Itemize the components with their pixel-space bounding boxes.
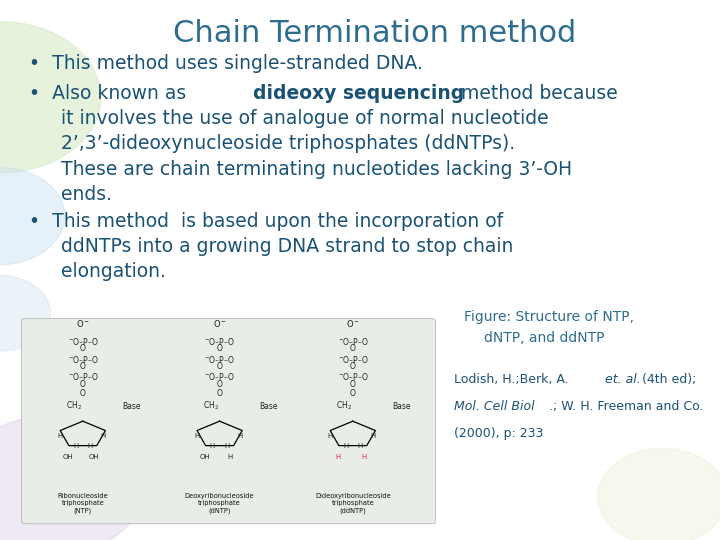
Text: H: H bbox=[73, 442, 78, 449]
Text: H: H bbox=[370, 433, 376, 439]
Text: H: H bbox=[57, 433, 63, 439]
Text: .; W. H. Freeman and Co.: .; W. H. Freeman and Co. bbox=[549, 400, 703, 413]
Text: CH$_2$: CH$_2$ bbox=[336, 400, 352, 413]
Text: O: O bbox=[350, 389, 356, 397]
Text: O$^-$: O$^-$ bbox=[346, 319, 360, 329]
Text: Lodish, H.;Berk, A.: Lodish, H.;Berk, A. bbox=[454, 373, 572, 386]
Text: •  Also known as: • Also known as bbox=[29, 84, 192, 103]
Text: O: O bbox=[80, 389, 86, 397]
Text: OH: OH bbox=[89, 454, 99, 460]
Text: $^{-}$O–P–O: $^{-}$O–P–O bbox=[204, 372, 235, 382]
Text: Chain Termination method: Chain Termination method bbox=[173, 19, 576, 48]
Text: OH: OH bbox=[63, 454, 73, 460]
Text: CH$_2$: CH$_2$ bbox=[203, 400, 219, 413]
Text: Base: Base bbox=[122, 402, 141, 410]
Text: O$^-$: O$^-$ bbox=[76, 319, 90, 329]
Text: Base: Base bbox=[259, 402, 278, 410]
Text: $^{-}$O–P–O: $^{-}$O–P–O bbox=[68, 372, 98, 382]
Text: H: H bbox=[210, 442, 215, 449]
Circle shape bbox=[598, 448, 720, 540]
Text: Dideoxyribonucleoside
triphosphate
(ddNTP): Dideoxyribonucleoside triphosphate (ddNT… bbox=[315, 493, 391, 514]
Text: H: H bbox=[343, 442, 348, 449]
Text: it involves the use of analogue of normal nucleotide: it involves the use of analogue of norma… bbox=[61, 109, 549, 128]
Circle shape bbox=[0, 416, 144, 540]
Text: Mol. Cell Biol: Mol. Cell Biol bbox=[454, 400, 534, 413]
Circle shape bbox=[0, 167, 65, 265]
Text: $^{-}$O–P–O: $^{-}$O–P–O bbox=[204, 336, 235, 347]
Text: Base: Base bbox=[392, 402, 411, 410]
Text: H: H bbox=[87, 442, 93, 449]
Text: H: H bbox=[224, 442, 230, 449]
Text: ends.: ends. bbox=[61, 185, 112, 204]
Text: H: H bbox=[336, 454, 341, 460]
Text: •  This method uses single-stranded DNA.: • This method uses single-stranded DNA. bbox=[29, 54, 423, 73]
Text: $^{-}$O–P–O: $^{-}$O–P–O bbox=[338, 354, 368, 364]
Text: CH$_2$: CH$_2$ bbox=[66, 400, 82, 413]
Text: 2’,3’-dideoxynucleoside triphosphates (ddNTPs).: 2’,3’-dideoxynucleoside triphosphates (d… bbox=[61, 134, 516, 153]
Text: $^{-}$O–P–O: $^{-}$O–P–O bbox=[68, 354, 98, 364]
Text: Deoxyribonucleoside
triphosphate
(dNTP): Deoxyribonucleoside triphosphate (dNTP) bbox=[185, 493, 254, 514]
Text: These are chain terminating nucleotides lacking 3’-OH: These are chain terminating nucleotides … bbox=[61, 160, 572, 179]
Text: O$^-$: O$^-$ bbox=[212, 319, 227, 329]
Text: et. al.: et. al. bbox=[605, 373, 641, 386]
Text: O: O bbox=[80, 362, 86, 371]
Text: H: H bbox=[361, 454, 366, 460]
Text: O: O bbox=[80, 380, 86, 389]
Text: O: O bbox=[350, 380, 356, 389]
Text: $^{-}$O–P–O: $^{-}$O–P–O bbox=[338, 372, 368, 382]
Text: O: O bbox=[217, 345, 222, 353]
Text: O: O bbox=[80, 345, 86, 353]
Text: method because: method because bbox=[455, 84, 618, 103]
FancyBboxPatch shape bbox=[22, 319, 436, 524]
Text: O: O bbox=[350, 362, 356, 371]
Circle shape bbox=[0, 275, 50, 351]
Text: (4th ed);: (4th ed); bbox=[638, 373, 696, 386]
Text: $^{-}$O–P–O: $^{-}$O–P–O bbox=[68, 336, 98, 347]
Text: Ribonucleoside
triphosphate
(NTP): Ribonucleoside triphosphate (NTP) bbox=[58, 493, 108, 514]
Text: H: H bbox=[357, 442, 363, 449]
Text: Figure: Structure of NTP,: Figure: Structure of NTP, bbox=[464, 310, 634, 325]
Text: O: O bbox=[350, 345, 356, 353]
Text: dNTP, and ddNTP: dNTP, and ddNTP bbox=[484, 331, 604, 345]
Text: O: O bbox=[217, 362, 222, 371]
Text: OH: OH bbox=[200, 454, 210, 460]
Text: H: H bbox=[228, 454, 233, 460]
Text: dideoxy sequencing: dideoxy sequencing bbox=[253, 84, 464, 103]
Text: •  This method  is based upon the incorporation of: • This method is based upon the incorpor… bbox=[29, 212, 503, 231]
Text: (2000), p: 233: (2000), p: 233 bbox=[454, 427, 543, 440]
Text: $^{-}$O–P–O: $^{-}$O–P–O bbox=[204, 354, 235, 364]
Text: O: O bbox=[217, 380, 222, 389]
Text: H: H bbox=[327, 433, 333, 439]
Text: O: O bbox=[217, 389, 222, 397]
Text: $^{-}$O–P–O: $^{-}$O–P–O bbox=[338, 336, 368, 347]
Text: H: H bbox=[237, 433, 243, 439]
Text: H: H bbox=[100, 433, 106, 439]
Text: elongation.: elongation. bbox=[61, 262, 166, 281]
Circle shape bbox=[0, 22, 101, 173]
Text: H: H bbox=[194, 433, 199, 439]
Text: ddNTPs into a growing DNA strand to stop chain: ddNTPs into a growing DNA strand to stop… bbox=[61, 237, 513, 256]
